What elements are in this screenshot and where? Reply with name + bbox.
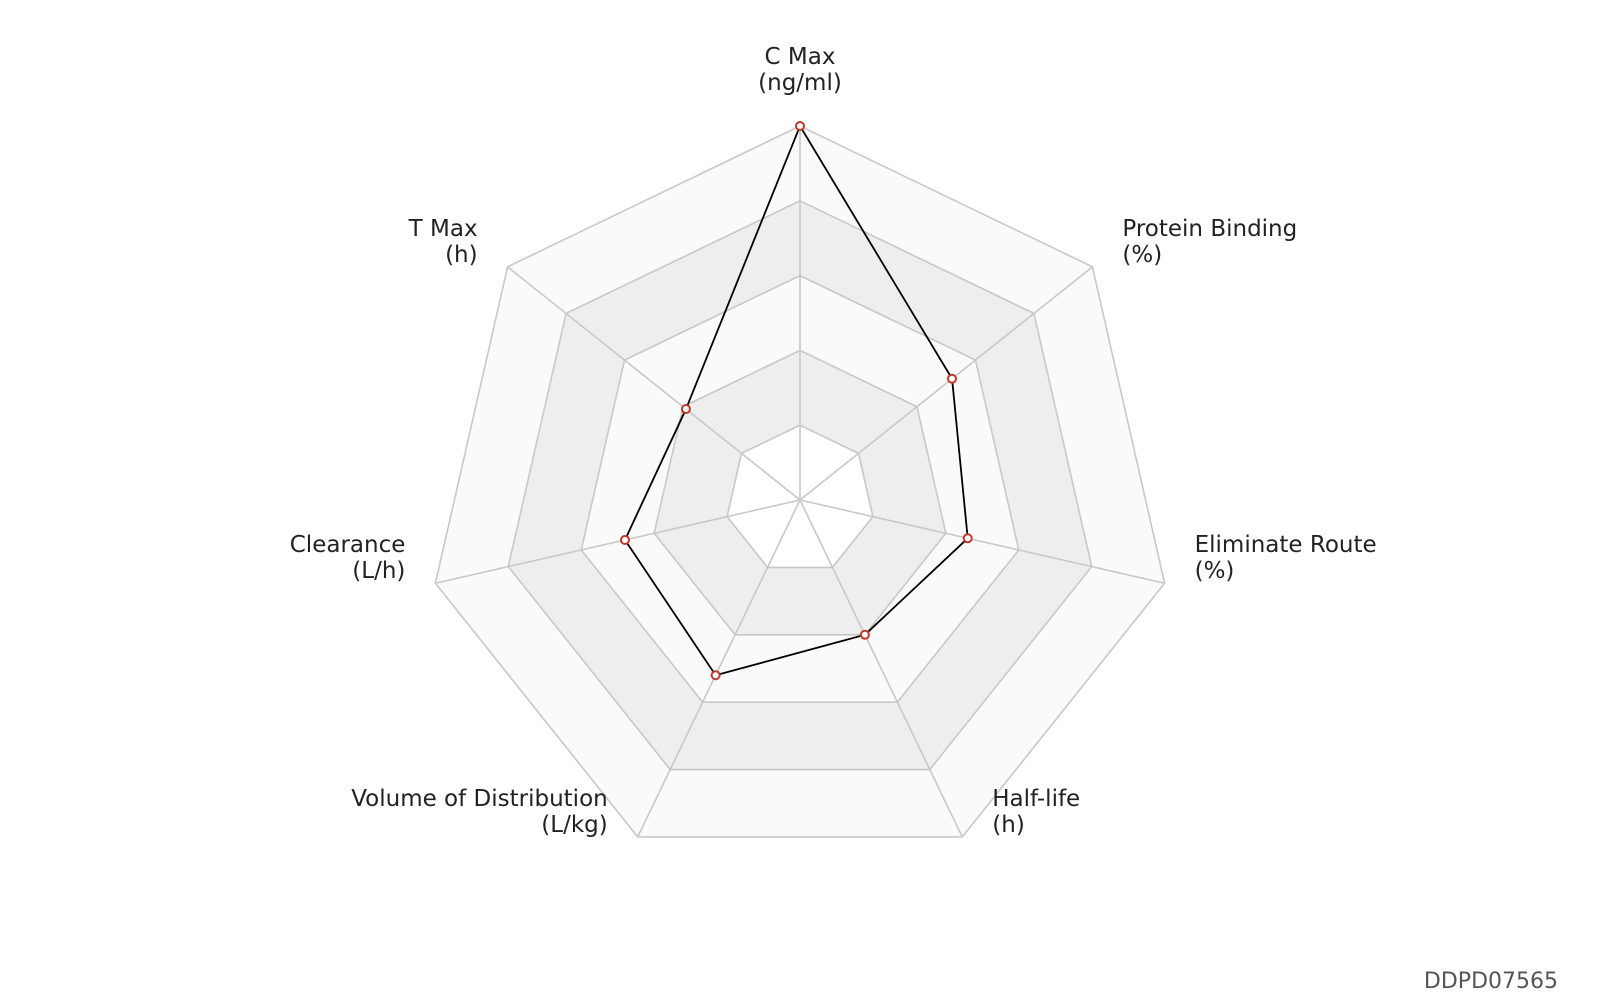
spoke-6 <box>507 266 801 501</box>
axis-name-0: C Max <box>765 44 836 70</box>
axis-unit-4: (L/kg) <box>541 812 607 838</box>
data-point-0 <box>795 121 805 131</box>
spoke-4 <box>637 499 801 838</box>
axis-label-1: Protein Binding (%) <box>1122 216 1297 268</box>
data-point-4 <box>710 670 721 681</box>
watermark-id: DDPD07565 <box>1423 969 1558 994</box>
axis-label-4: Volume of Distribution (L/kg) <box>351 786 608 838</box>
data-point-5 <box>619 534 630 545</box>
spoke-5 <box>435 499 801 585</box>
axis-label-3: Half-life (h) <box>992 786 1080 838</box>
axis-label-6: T Max (h) <box>408 216 478 268</box>
data-point-3 <box>859 629 870 640</box>
axis-name-6: T Max <box>408 216 478 242</box>
data-point-6 <box>680 404 691 415</box>
axis-unit-6: (h) <box>445 242 478 268</box>
axis-unit-0: (ng/ml) <box>758 70 842 96</box>
axis-name-5: Clearance <box>290 532 406 558</box>
data-point-1 <box>947 373 958 384</box>
axis-name-3: Half-life <box>992 786 1080 812</box>
axis-name-1: Protein Binding <box>1122 216 1297 242</box>
axis-name-4: Volume of Distribution <box>351 786 608 812</box>
spoke-1 <box>799 266 1093 501</box>
radar-spokes <box>435 126 1165 838</box>
axis-name-2: Eliminate Route <box>1195 532 1377 558</box>
spoke-3 <box>799 499 963 838</box>
axis-label-5: Clearance (L/h) <box>290 532 406 584</box>
axis-label-2: Eliminate Route (%) <box>1195 532 1377 584</box>
axis-unit-1: (%) <box>1122 242 1162 268</box>
axis-unit-3: (h) <box>992 812 1025 838</box>
axis-label-0: C Max (ng/ml) <box>758 44 842 96</box>
axis-unit-2: (%) <box>1195 558 1235 584</box>
series-line-0 <box>624 125 969 677</box>
radar-axis-labels: C Max (ng/ml)Protein Binding (%)Eliminate … <box>290 44 1377 838</box>
data-point-2 <box>962 533 973 544</box>
axis-unit-5: (L/h) <box>352 558 405 584</box>
radar-series <box>619 121 973 681</box>
spoke-2 <box>799 499 1165 585</box>
